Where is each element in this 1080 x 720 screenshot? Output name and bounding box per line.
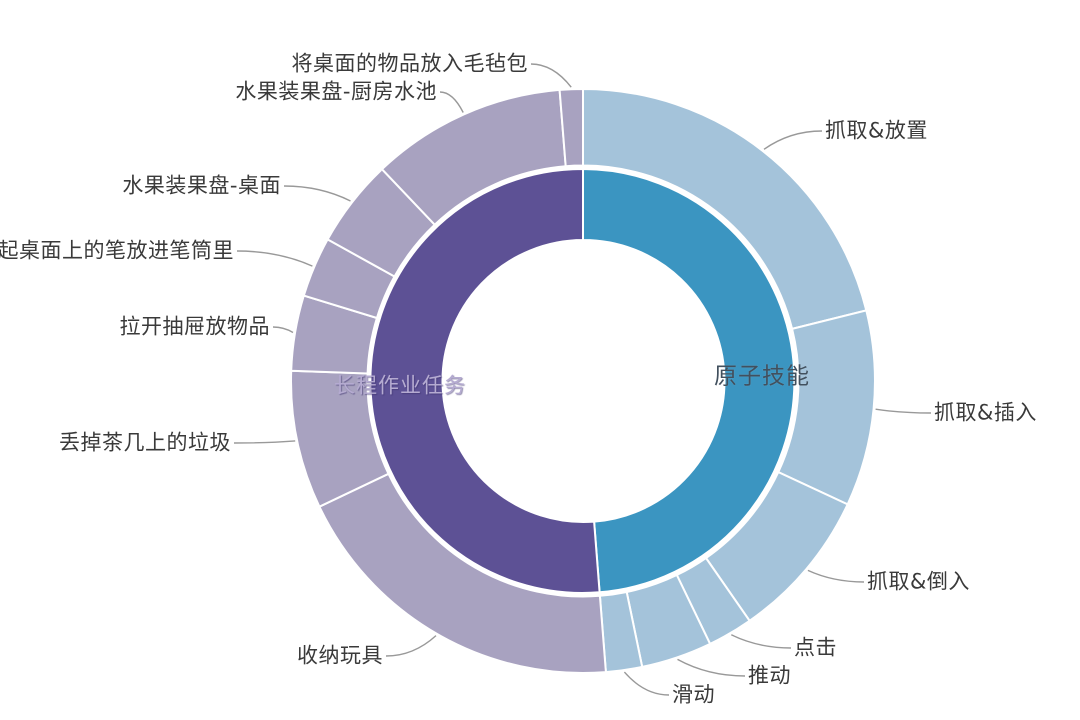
leader-line-store-toys — [385, 635, 437, 657]
leader-line-grasp-insert — [875, 408, 932, 414]
leader-line-click — [730, 634, 792, 649]
leader-line-put-pen-into-holder — [236, 250, 313, 267]
leader-line-throw-trash-coffee-table — [233, 440, 296, 444]
leader-line-slide — [623, 671, 670, 696]
leader-line-push — [677, 658, 746, 677]
inner-segment-long-horizon-tasks[interactable] — [369, 167, 601, 594]
leader-line-fruit-plate-desktop — [283, 185, 351, 202]
leader-line-open-drawer-put-items — [272, 326, 294, 334]
outer-segment-put-desktop-items-into-felt-bag[interactable] — [558, 87, 584, 168]
leader-line-put-desktop-items-into-felt-bag — [530, 63, 572, 88]
leader-line-grasp-place — [763, 130, 823, 150]
leader-line-fruit-plate-kitchen-sink — [439, 91, 464, 113]
leader-line-grasp-pour — [807, 569, 865, 583]
inner-segment-atomic-skills[interactable] — [582, 167, 796, 594]
